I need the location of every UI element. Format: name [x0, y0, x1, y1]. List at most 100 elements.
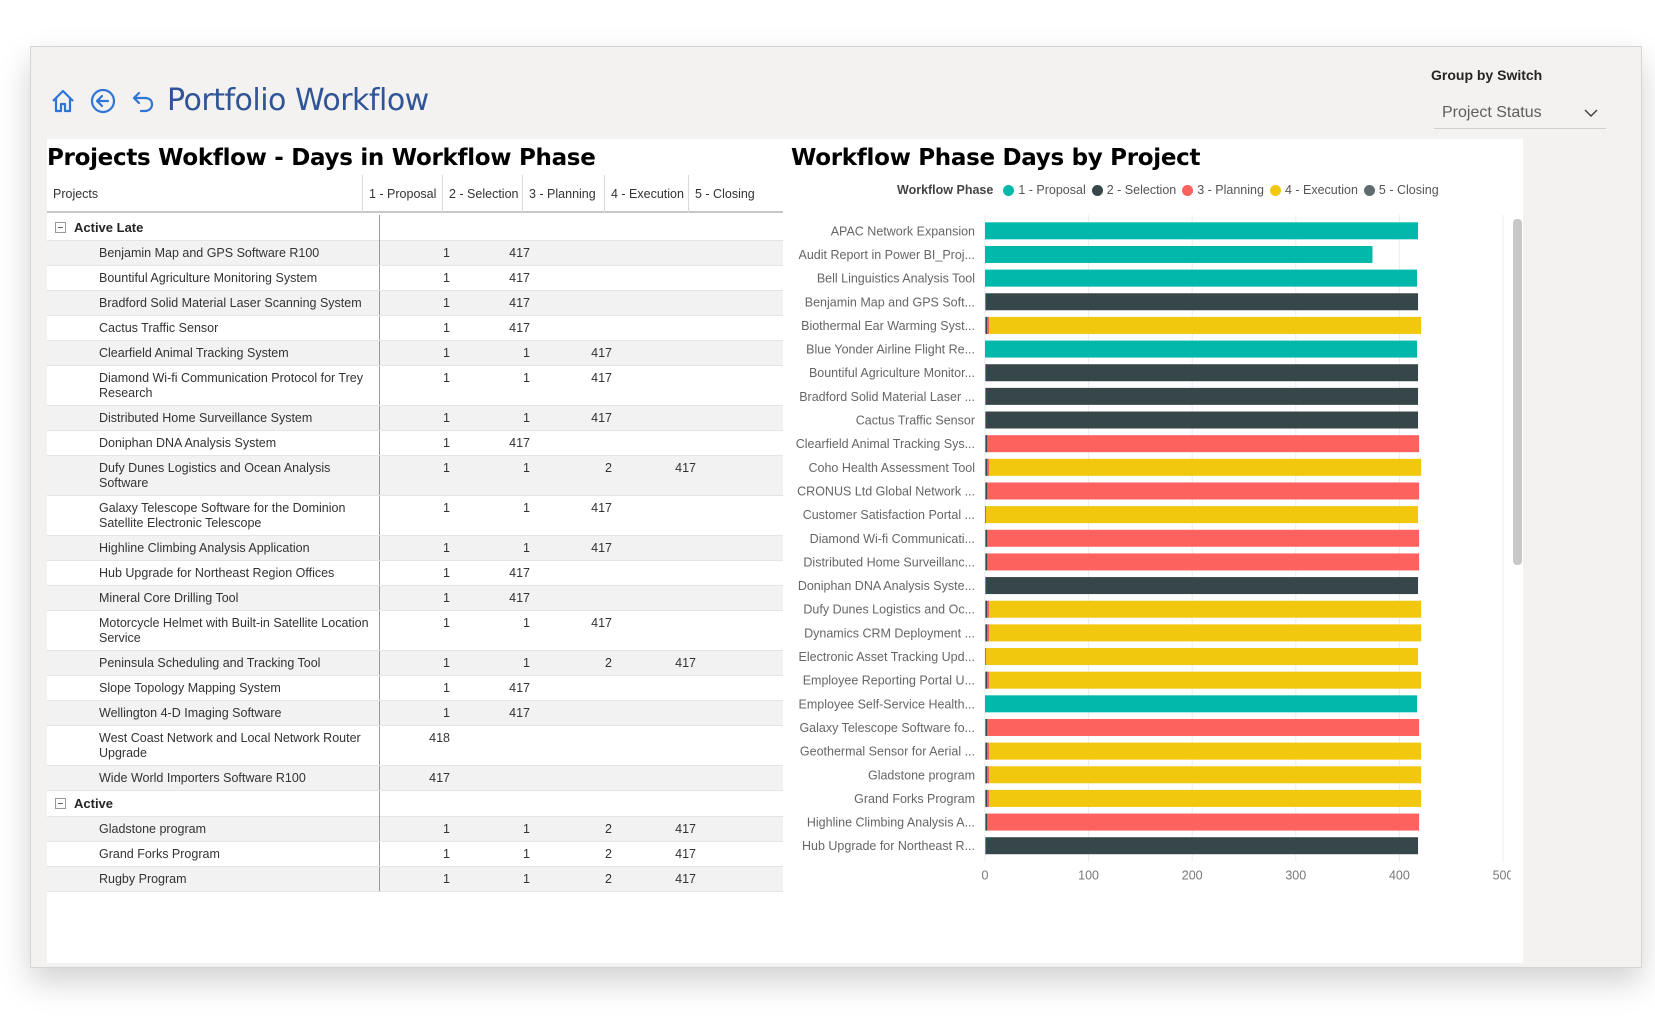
bar-segment[interactable] [986, 506, 1419, 524]
bar-segment[interactable] [985, 766, 987, 784]
bar-segment[interactable] [985, 506, 987, 524]
bar-segment[interactable] [987, 813, 1420, 831]
bar-segment[interactable] [987, 742, 990, 760]
group-row[interactable]: Active [47, 790, 783, 817]
bar-segment[interactable] [986, 293, 1419, 311]
bar-segment[interactable] [987, 766, 990, 784]
table-row[interactable]: Highline Climbing Analysis Application 1 1… [47, 536, 783, 561]
table-row[interactable]: Galaxy Telescope Software for the Domini… [47, 496, 783, 536]
group-by-dropdown[interactable]: Project Status [1434, 97, 1606, 129]
bar-segment[interactable] [986, 718, 988, 736]
bar-segment[interactable] [985, 293, 987, 311]
table-row[interactable]: Clearfield Animal Tracking System 1 1 417 [47, 341, 783, 366]
table-row[interactable]: Distributed Home Surveillance System 1 1 41… [47, 406, 783, 431]
chart-scrollbar-thumb[interactable] [1513, 219, 1522, 565]
bar-segment[interactable] [985, 269, 1418, 287]
bar-segment[interactable] [986, 553, 988, 571]
bar-segment[interactable] [987, 458, 990, 476]
bar-segment[interactable] [986, 742, 988, 760]
table-row[interactable]: Rugby Program 1 1 2 417 [47, 867, 783, 892]
collapse-icon[interactable] [55, 798, 66, 809]
bar-segment[interactable] [986, 529, 988, 547]
bar-segment[interactable] [987, 671, 990, 689]
bar-segment[interactable] [985, 553, 987, 571]
bar-segment[interactable] [985, 624, 987, 642]
home-icon[interactable] [49, 87, 77, 115]
table-row[interactable]: West Coast Network and Local Network Rou… [47, 726, 783, 766]
legend-item-closing[interactable]: 5 - Closing [1363, 183, 1439, 197]
bar-segment[interactable] [989, 789, 1422, 807]
bar-segment[interactable] [987, 718, 1420, 736]
bar-segment[interactable] [987, 789, 990, 807]
bar-segment[interactable] [986, 671, 988, 689]
bar-segment[interactable] [986, 387, 1419, 405]
bar-segment[interactable] [987, 624, 990, 642]
bar-segment[interactable] [987, 600, 990, 618]
bar-segment[interactable] [986, 364, 1419, 382]
table-row[interactable]: Wellington 4-D Imaging Software 1 417 [47, 701, 783, 726]
table-row[interactable]: Wide World Importers Software R100 417 [47, 766, 783, 791]
bar-segment[interactable] [985, 695, 1418, 713]
bar-segment[interactable] [989, 458, 1422, 476]
bar-segment[interactable] [986, 789, 988, 807]
bar-segment[interactable] [987, 316, 990, 334]
bar-segment[interactable] [989, 742, 1422, 760]
table-row[interactable]: Benjamin Map and GPS Software R100 1 417 [47, 241, 783, 266]
bar-segment[interactable] [985, 529, 987, 547]
bar-segment[interactable] [985, 718, 987, 736]
bar-segment[interactable] [985, 600, 987, 618]
bar-segment[interactable] [986, 411, 1419, 429]
table-row[interactable]: Grand Forks Program 1 1 2 417 [47, 842, 783, 867]
legend-item-execution[interactable]: 4 - Execution [1269, 183, 1358, 197]
bar-segment[interactable] [985, 411, 987, 429]
col-header-planning[interactable]: 3 - Planning [523, 175, 605, 213]
bar-segment[interactable] [986, 577, 1419, 595]
bar-segment[interactable] [985, 482, 987, 500]
legend-item-proposal[interactable]: 1 - Proposal [1003, 183, 1086, 197]
bar-segment[interactable] [986, 600, 988, 618]
bar-segment[interactable] [985, 458, 987, 476]
bar-segment[interactable] [986, 624, 988, 642]
table-row[interactable]: Doniphan DNA Analysis System 1 417 [47, 431, 783, 456]
bar-segment[interactable] [986, 813, 988, 831]
bar-segment[interactable] [989, 316, 1422, 334]
col-header-proposal[interactable]: 1 - Proposal [363, 175, 443, 213]
bar-segment[interactable] [985, 435, 987, 453]
bar-segment[interactable] [989, 624, 1422, 642]
table-row[interactable]: Peninsula Scheduling and Tracking Tool 1 1… [47, 651, 783, 676]
bar-segment[interactable] [985, 340, 1418, 358]
group-row[interactable]: Active Late [47, 214, 783, 241]
table-row[interactable]: Mineral Core Drilling Tool 1 417 [47, 586, 783, 611]
chart-scrollbar[interactable] [1513, 209, 1523, 859]
table-row[interactable]: Bountiful Agriculture Monitoring System 1… [47, 266, 783, 291]
table-row[interactable]: Hub Upgrade for Northeast Region Offices… [47, 561, 783, 586]
bar-segment[interactable] [986, 482, 988, 500]
bar-segment[interactable] [986, 316, 988, 334]
bar-segment[interactable] [985, 789, 987, 807]
col-header-selection[interactable]: 2 - Selection [443, 175, 523, 213]
col-header-execution[interactable]: 4 - Execution [605, 175, 689, 213]
legend-item-planning[interactable]: 3 - Planning [1182, 183, 1264, 197]
bar-segment[interactable] [985, 245, 1373, 263]
bar-segment[interactable] [986, 458, 988, 476]
bar-segment[interactable] [986, 435, 988, 453]
bar-segment[interactable] [987, 553, 1420, 571]
table-row[interactable]: Cactus Traffic Sensor 1 417 [47, 316, 783, 341]
bar-segment[interactable] [986, 837, 1419, 855]
bar-segment[interactable] [987, 529, 1420, 547]
col-header-projects[interactable]: Projects [47, 175, 363, 213]
undo-icon[interactable] [129, 87, 157, 115]
bar-segment[interactable] [985, 577, 987, 595]
bar-segment[interactable] [985, 742, 987, 760]
bar-segment[interactable] [987, 435, 1420, 453]
bar-segment[interactable] [989, 671, 1422, 689]
table-row[interactable]: Diamond Wi-fi Communication Protocol for… [47, 366, 783, 406]
bar-segment[interactable] [987, 482, 1420, 500]
bar-segment[interactable] [989, 766, 1422, 784]
bar-segment[interactable] [985, 813, 987, 831]
table-row[interactable]: Gladstone program 1 1 2 417 [47, 817, 783, 842]
bar-segment[interactable] [985, 222, 1419, 240]
col-header-closing[interactable]: 5 - Closing [695, 187, 755, 201]
bar-segment[interactable] [986, 766, 988, 784]
legend-item-selection[interactable]: 2 - Selection [1091, 183, 1176, 197]
